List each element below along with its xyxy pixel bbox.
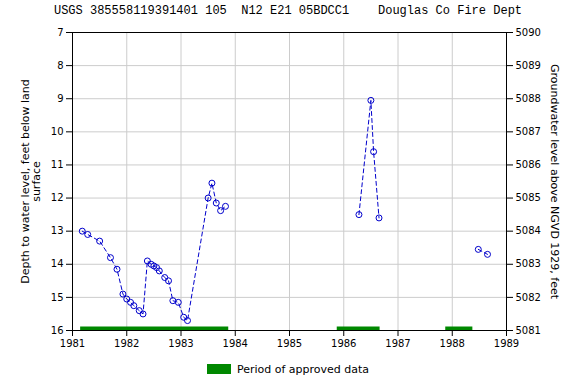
- svg-text:Groundwater level above NGVD 1: Groundwater level above NGVD 1929, feet: [548, 64, 561, 300]
- svg-text:1987: 1987: [385, 338, 410, 349]
- svg-text:5086: 5086: [516, 159, 541, 170]
- svg-text:5088: 5088: [516, 93, 541, 104]
- svg-text:16: 16: [51, 325, 64, 336]
- svg-text:1981: 1981: [60, 338, 85, 349]
- svg-text:5084: 5084: [516, 225, 541, 236]
- svg-text:5090: 5090: [516, 27, 541, 38]
- svg-text:1982: 1982: [114, 338, 139, 349]
- svg-text:5089: 5089: [516, 60, 541, 71]
- svg-text:1985: 1985: [277, 338, 302, 349]
- svg-text:10: 10: [51, 126, 64, 137]
- html-text:Period of approved data: Period of approved data: [236, 362, 370, 376]
- svg-text:1988: 1988: [440, 338, 465, 349]
- svg-text:1983: 1983: [168, 338, 193, 349]
- svg-text:9: 9: [57, 93, 63, 104]
- svg-text:Depth to water level, feet bel: Depth to water level, feet below landsur…: [19, 79, 43, 284]
- svg-text:5081: 5081: [516, 325, 541, 336]
- svg-text:5082: 5082: [516, 292, 541, 303]
- svg-text:15: 15: [51, 292, 64, 303]
- svg-text:14: 14: [51, 258, 64, 269]
- svg-text:1986: 1986: [331, 338, 356, 349]
- svg-text:7: 7: [57, 27, 63, 38]
- svg-text:13: 13: [51, 225, 64, 236]
- svg-text:8: 8: [57, 60, 63, 71]
- svg-text:11: 11: [51, 159, 64, 170]
- html-text:USGS 385558119391401 105 N12 E: USGS 385558119391401 105 N12 E21 05BDCC1…: [54, 4, 522, 18]
- svg-text:12: 12: [51, 192, 64, 203]
- svg-text:5083: 5083: [516, 258, 541, 269]
- svg-text:5085: 5085: [516, 192, 541, 203]
- svg-text:1989: 1989: [494, 338, 519, 349]
- svg-text:1984: 1984: [223, 338, 248, 349]
- svg-text:5087: 5087: [516, 126, 541, 137]
